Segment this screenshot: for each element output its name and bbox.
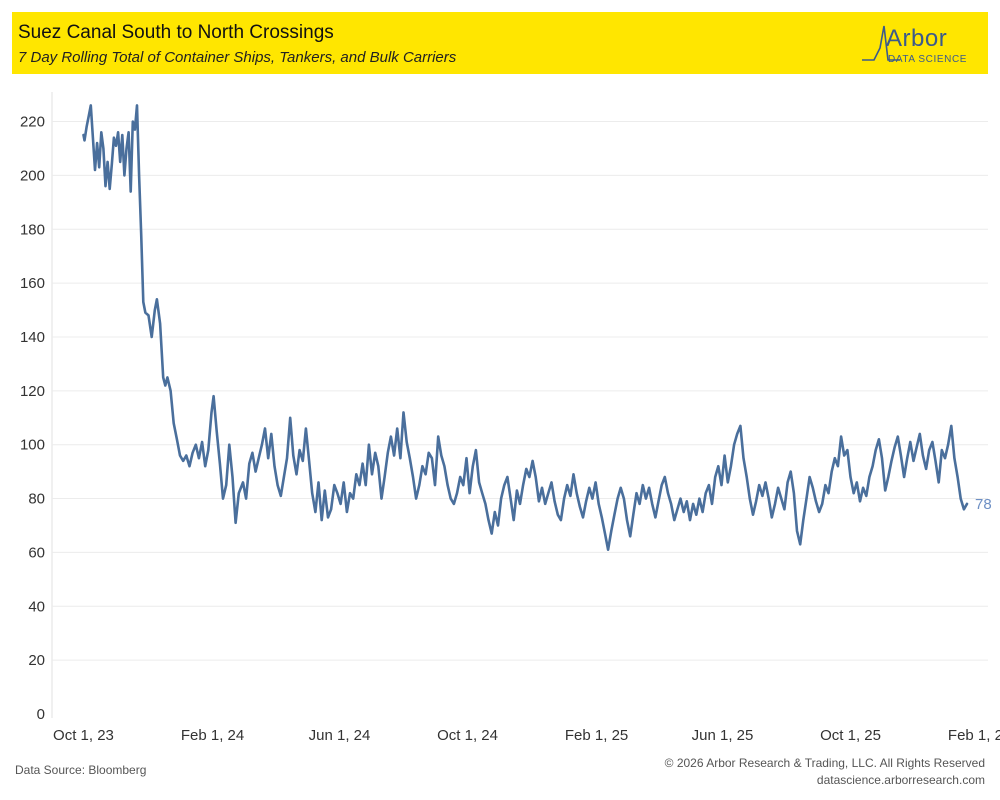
copyright-text: © 2026 Arbor Research & Trading, LLC. Al… (664, 756, 985, 770)
grid-lines (51, 92, 988, 718)
line-chart: 0 20 40 60 80 100 120 140 160 180 200 220 Oct 1, 23… (20, 92, 1000, 744)
y-tick-label: 100 (20, 437, 45, 454)
y-axis: 0 20 40 60 80 100 120 140 160 180 200 220 (20, 114, 45, 723)
y-tick-label: 0 (37, 706, 45, 723)
x-axis: Oct 1, 23 Feb 1, 24 Jun 1, 24 Oct 1, 24 Feb … (53, 727, 1000, 744)
x-tick-label: Jun 1, 25 (692, 727, 754, 744)
x-tick-label: Oct 1, 25 (820, 727, 881, 744)
website-link[interactable]: datascience.arborresearch.com (816, 773, 985, 787)
x-tick-label: Oct 1, 23 (53, 727, 114, 744)
chart-subtitle: 7 Day Rolling Total of Container Ships, … (18, 49, 457, 66)
y-tick-label: 220 (20, 114, 45, 131)
end-value-label: 78 (975, 496, 992, 513)
y-tick-label: 60 (28, 544, 45, 561)
logo-mark-icon (862, 25, 900, 61)
y-tick-label: 20 (28, 652, 45, 669)
x-tick-label: Feb 1, 24 (181, 727, 244, 744)
y-tick-label: 80 (28, 491, 45, 508)
chart-area: 0 20 40 60 80 100 120 140 160 180 200 220 Oct 1, 23… (0, 80, 1000, 760)
y-tick-label: 120 (20, 383, 45, 400)
y-tick-label: 140 (20, 329, 45, 346)
y-tick-label: 40 (28, 598, 45, 615)
data-source: Data Source: Bloomberg (15, 763, 147, 777)
footer-credits: © 2026 Arbor Research & Trading, LLC. Al… (665, 755, 985, 789)
x-tick-label: Oct 1, 24 (437, 727, 498, 744)
y-tick-label: 160 (20, 275, 45, 292)
x-tick-label: Feb 1, 26 (948, 727, 1000, 744)
series-line (82, 104, 969, 551)
x-tick-label: Feb 1, 25 (565, 727, 628, 744)
logo-subtext: DATA SCIENCE (888, 54, 968, 65)
chart-title: Suez Canal South to North Crossings (18, 22, 334, 43)
logo-text: Arbor (886, 25, 948, 52)
x-tick-label: Jun 1, 24 (309, 727, 371, 744)
y-tick-label: 180 (20, 221, 45, 238)
y-tick-label: 200 (20, 167, 45, 184)
arbor-logo: Arbor DATA SCIENCE (860, 20, 972, 68)
header-banner: Suez Canal South to North Crossings 7 Da… (12, 12, 988, 74)
